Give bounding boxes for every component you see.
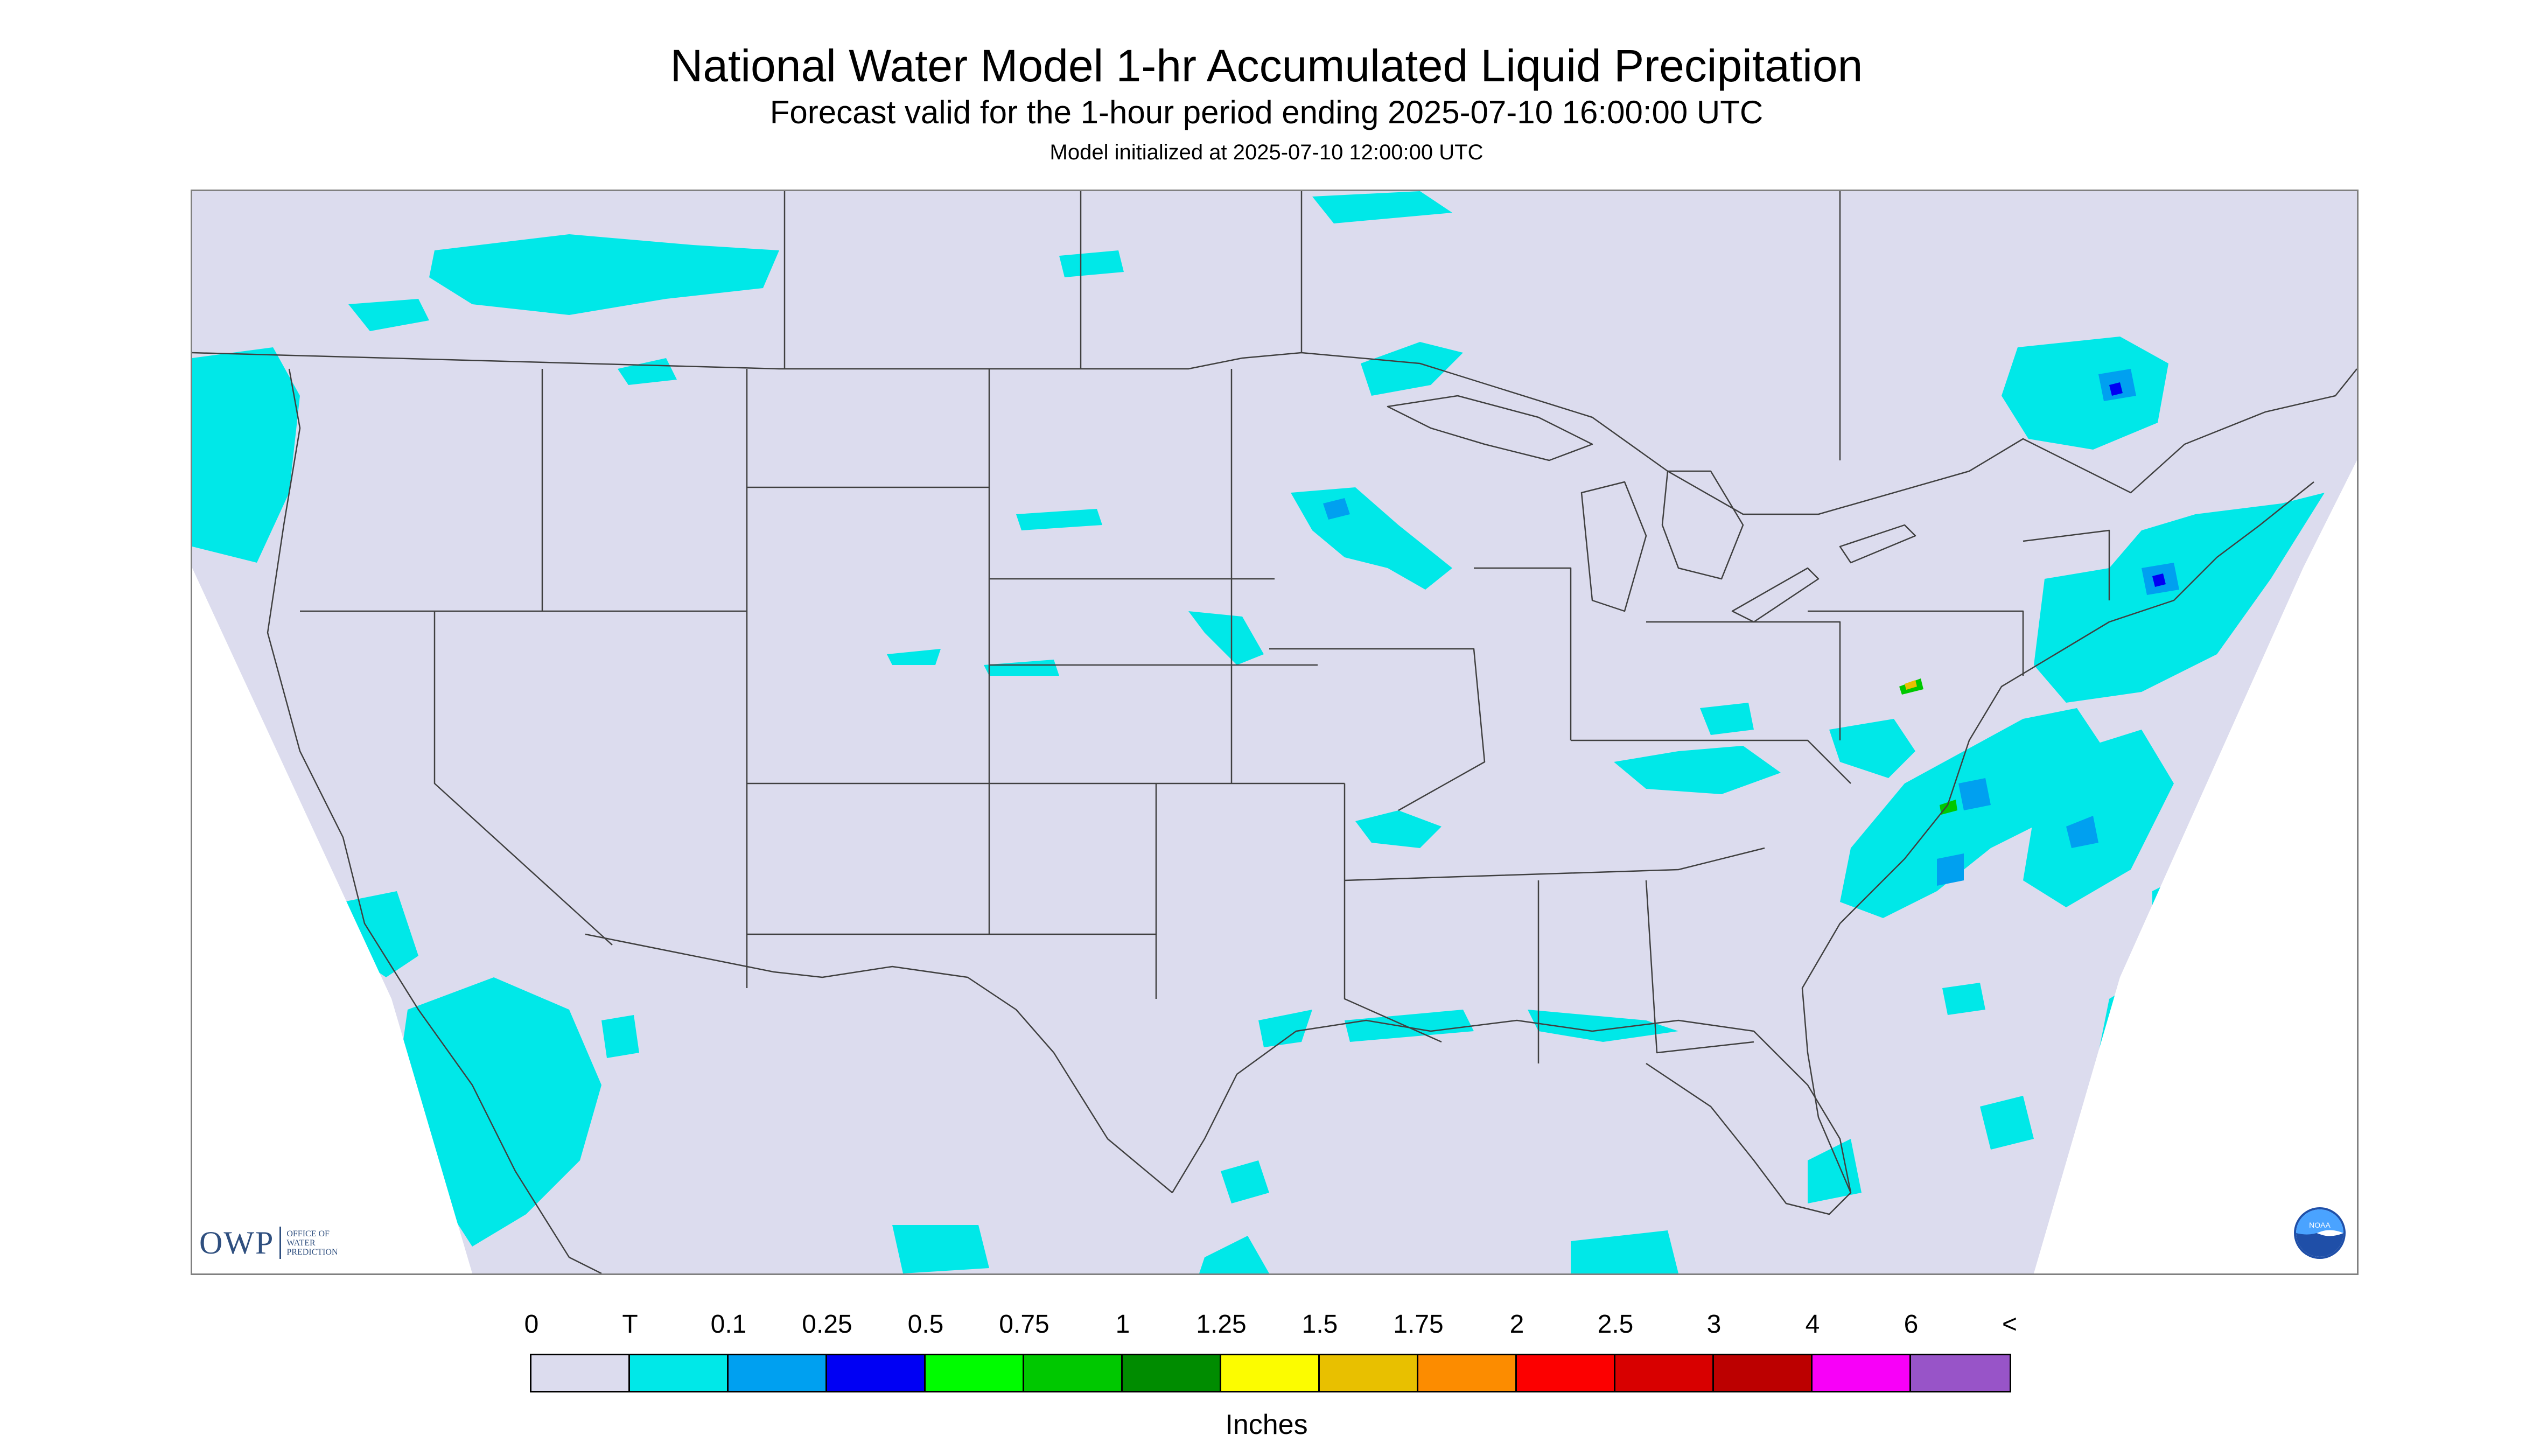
colorbar-swatch [1320, 1355, 1418, 1391]
colorbar-tick-label: 4 [1805, 1310, 1820, 1339]
owp-logo: OWP OFFICE OF WATER PREDICTION [199, 1221, 338, 1264]
colorbar-tick-label: 6 [1904, 1310, 1919, 1339]
colorbar-swatch [1911, 1355, 2010, 1391]
noaa-logo: NOAA [2294, 1207, 2346, 1259]
political-boundaries [192, 191, 2357, 1273]
valid-time-subtitle: Forecast valid for the 1-hour period end… [769, 94, 1764, 130]
colorbar [530, 1354, 2011, 1392]
colorbar-swatch [1615, 1355, 1714, 1391]
colorbar-tick-label: 2.5 [1597, 1310, 1634, 1339]
colorbar-tick-label: 0 [524, 1310, 539, 1339]
owp-logo-text: OFFICE OF WATER PREDICTION [286, 1229, 338, 1257]
colorbar-swatch [926, 1355, 1024, 1391]
colorbar-tick-label: 0.75 [999, 1310, 1049, 1339]
owp-logo-mark: OWP [199, 1224, 275, 1261]
colorbar-swatch [827, 1355, 926, 1391]
owp-logo-line: PREDICTION [286, 1247, 338, 1257]
colorbar-swatch [1418, 1355, 1517, 1391]
colorbar-tick-label: 1 [1115, 1310, 1130, 1339]
colorbar-tick-label: 0.25 [802, 1310, 852, 1339]
colorbar-tick-labels: 0 T 0.1 0.25 0.5 0.75 1 1.25 1.5 1.75 2 2.5 3 4 6 < [0, 1308, 2533, 1341]
projection-domain [192, 191, 2357, 1273]
out-of-domain-west [192, 568, 472, 1273]
colorbar-tick-label: 1.75 [1393, 1310, 1444, 1339]
moderate-precip-cores [2109, 382, 2166, 587]
colorbar-swatch [1714, 1355, 1813, 1391]
colorbar-tick-label: < [2002, 1310, 2018, 1339]
extreme-precip-cores [1905, 680, 1917, 690]
colorbar-swatch [1221, 1355, 1320, 1391]
colorbar-tick-label: 1.25 [1196, 1310, 1247, 1339]
colorbar-swatch [729, 1355, 827, 1391]
out-of-domain-east [2034, 460, 2357, 1273]
colorbar-tick-label: 0.5 [907, 1310, 944, 1339]
owp-logo-line: WATER [286, 1238, 316, 1248]
colorbar-swatch [1813, 1355, 1911, 1391]
trace-precip-areas [192, 191, 2325, 1273]
map-svg [192, 191, 2357, 1273]
colorbar-tick-label: 1.5 [1302, 1310, 1338, 1339]
colorbar-swatch [1123, 1355, 1221, 1391]
precipitation-map [191, 190, 2359, 1275]
colorbar-tick-label: 3 [1706, 1310, 1722, 1339]
colorbar-units: Inches [1225, 1409, 1308, 1440]
colorbar-tick-label: T [622, 1310, 638, 1339]
noaa-logo-text: NOAA [2309, 1221, 2331, 1229]
owp-logo-divider [279, 1227, 282, 1259]
colorbar-tick-label: 0.1 [710, 1310, 747, 1339]
map-title: National Water Model 1-hr Accumulated Li… [670, 40, 1863, 91]
owp-logo-line: OFFICE OF [286, 1229, 330, 1238]
colorbar-swatch [630, 1355, 729, 1391]
model-init-line: Model initialized at 2025-07-10 12:00:00… [1049, 141, 1484, 164]
colorbar-swatch [1517, 1355, 1615, 1391]
colorbar-tick-label: 2 [1509, 1310, 1524, 1339]
colorbar-swatch [531, 1355, 630, 1391]
colorbar-swatch [1024, 1355, 1123, 1391]
